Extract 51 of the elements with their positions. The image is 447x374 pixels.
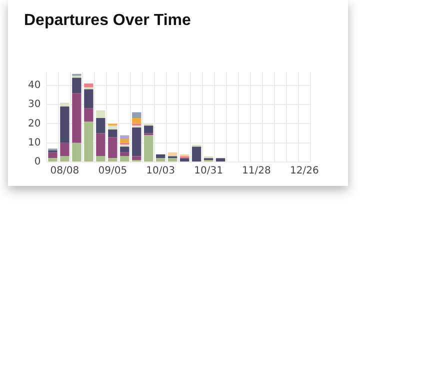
bar: [156, 154, 166, 158]
x-tick-label: 11/28: [242, 166, 271, 177]
chart-title: Departures Over Time: [24, 12, 191, 30]
bar: [72, 78, 82, 94]
bar: [192, 146, 202, 162]
bar: [96, 133, 106, 156]
bar: [132, 128, 142, 156]
bar: [48, 158, 58, 162]
bar: [144, 126, 154, 134]
bar: [84, 83, 94, 88]
bar: [120, 139, 130, 143]
bar: [132, 156, 142, 160]
bar: [132, 112, 142, 118]
bar: [72, 93, 82, 143]
x-tick-label: 10/31: [194, 166, 223, 177]
bar: [156, 158, 166, 162]
x-tick-label: 08/08: [50, 166, 80, 177]
bar: [84, 89, 94, 108]
bar: [120, 135, 130, 140]
y-tick-label: 10: [28, 137, 41, 148]
bar: [96, 118, 106, 134]
y-tick-label: 20: [28, 118, 41, 130]
bar: [180, 158, 190, 162]
y-tick-label: 40: [28, 80, 41, 91]
bar: [60, 106, 70, 143]
bar: [168, 158, 178, 162]
bar: [60, 142, 70, 156]
bar: [108, 126, 118, 130]
bar: [96, 156, 106, 162]
x-tick-label: 09/05: [98, 166, 128, 177]
bar: [108, 137, 118, 158]
bar: [216, 158, 226, 162]
bar: [120, 156, 130, 162]
x-tick-label: 12/26: [290, 166, 319, 177]
bar: [60, 102, 70, 106]
bar: [84, 108, 94, 122]
bar: [60, 156, 70, 162]
bar: [144, 135, 154, 162]
bar: [48, 152, 58, 158]
bar: [168, 152, 178, 156]
bar: [120, 152, 130, 156]
y-tick-label: 0: [34, 156, 41, 168]
bar: [120, 146, 130, 152]
bar: [84, 122, 94, 162]
y-tick-label: 30: [28, 99, 41, 110]
bar: [108, 129, 118, 138]
bar: [72, 142, 82, 162]
bar: [96, 110, 106, 118]
bar: [132, 118, 142, 124]
bar: [108, 158, 118, 162]
x-tick-label: 10/03: [146, 166, 175, 177]
